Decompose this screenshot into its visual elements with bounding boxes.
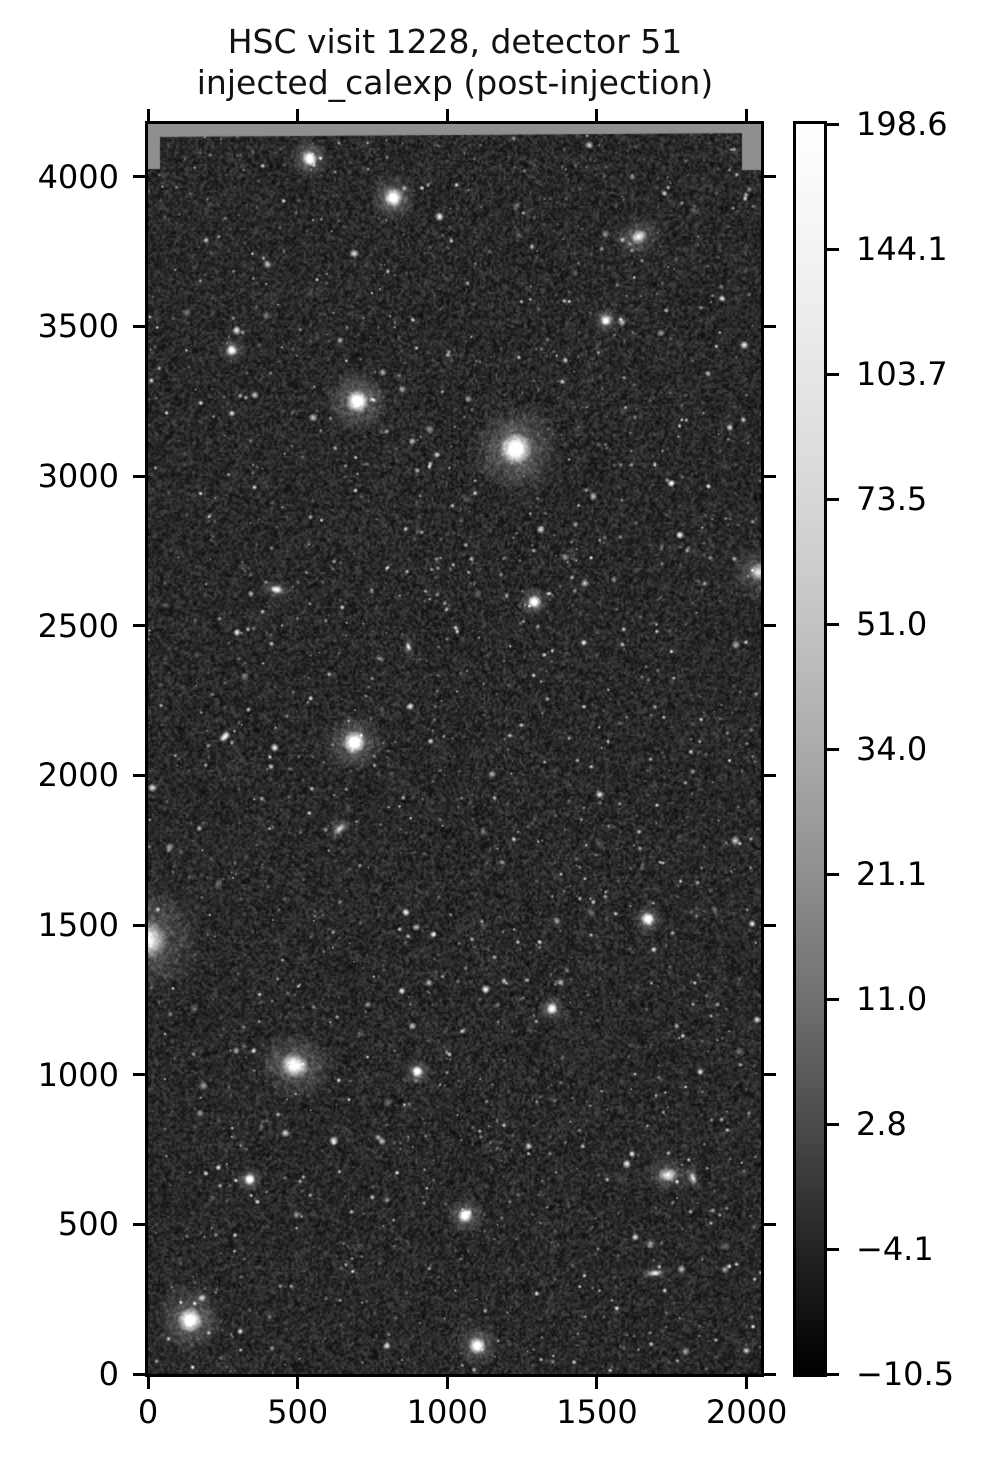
y-tick-label: 3500 <box>37 307 119 346</box>
y-tick-mark-right <box>764 1222 776 1226</box>
y-tick-mark-left <box>133 1222 145 1226</box>
colorbar-tick-label: 11.0 <box>856 980 928 1018</box>
colorbar-tick-label: 21.1 <box>856 855 928 893</box>
y-tick-label: 3000 <box>37 457 119 495</box>
x-tick-mark-bottom <box>745 1377 749 1389</box>
colorbar-tick-label: 51.0 <box>856 605 928 643</box>
figure-title-line1: HSC visit 1228, detector 51 <box>227 22 683 61</box>
y-tick-mark-left <box>133 324 145 328</box>
y-tick-label: 4000 <box>37 157 119 196</box>
star-field-image <box>148 124 761 1374</box>
main-axes <box>145 121 764 1377</box>
y-tick-mark-right <box>764 324 776 328</box>
x-tick-mark-bottom <box>146 1377 150 1389</box>
x-tick-mark-bottom <box>595 1377 599 1389</box>
y-tick-mark-right <box>764 624 776 628</box>
colorbar-tick-label: 144.1 <box>856 230 948 268</box>
colorbar-tick-mark <box>827 872 839 876</box>
x-tick-mark-top <box>745 109 749 121</box>
colorbar-tick-mark <box>827 497 839 501</box>
y-tick-mark-left <box>133 1372 145 1376</box>
figure-title-line2: injected_calexp (post-injection) <box>196 63 714 102</box>
colorbar-tick-label: −4.1 <box>856 1230 934 1268</box>
colorbar-tick-mark <box>827 1372 839 1376</box>
colorbar-tick-label: −10.5 <box>856 1355 955 1393</box>
colorbar-tick-mark <box>827 1122 839 1126</box>
colorbar-tick-label: 2.8 <box>856 1105 907 1143</box>
x-tick-mark-top <box>595 109 599 121</box>
y-tick-mark-left <box>133 624 145 628</box>
colorbar <box>793 121 827 1377</box>
x-tick-label: 2000 <box>705 1393 788 1431</box>
y-tick-label: 2000 <box>37 756 119 795</box>
y-tick-mark-left <box>133 1073 145 1077</box>
x-tick-label: 0 <box>137 1393 159 1431</box>
y-tick-label: 1500 <box>37 906 119 944</box>
x-tick-label: 1500 <box>556 1393 638 1431</box>
colorbar-tick-label: 103.7 <box>856 355 948 393</box>
colorbar-tick-mark <box>827 622 839 626</box>
y-tick-mark-left <box>133 773 145 777</box>
x-tick-mark-bottom <box>296 1377 300 1389</box>
colorbar-tick-mark <box>827 247 839 251</box>
x-tick-mark-top <box>146 109 150 121</box>
y-tick-label: 2500 <box>37 606 119 645</box>
colorbar-tick-mark <box>827 122 839 126</box>
x-tick-label: 500 <box>267 1393 329 1431</box>
y-tick-label: 1000 <box>37 1055 119 1094</box>
colorbar-tick-label: 34.0 <box>856 730 928 768</box>
y-tick-mark-right <box>764 773 776 777</box>
y-tick-mark-right <box>764 923 776 927</box>
x-tick-mark-top <box>445 109 449 121</box>
colorbar-tick-mark <box>827 997 839 1001</box>
y-tick-mark-left <box>133 923 145 927</box>
y-tick-mark-left <box>133 175 145 179</box>
x-tick-mark-top <box>296 109 300 121</box>
colorbar-tick-mark <box>827 372 839 376</box>
x-tick-mark-bottom <box>445 1377 449 1389</box>
colorbar-tick-label: 198.6 <box>856 105 948 143</box>
colorbar-tick-mark <box>827 1247 839 1251</box>
colorbar-tick-mark <box>827 747 839 751</box>
y-tick-label: 0 <box>98 1355 119 1393</box>
colorbar-tick-label: 73.5 <box>856 480 928 518</box>
y-tick-mark-left <box>133 474 145 478</box>
x-tick-label: 1000 <box>406 1393 489 1431</box>
y-tick-mark-right <box>764 1372 776 1376</box>
y-tick-label: 500 <box>57 1205 119 1244</box>
y-tick-mark-right <box>764 474 776 478</box>
y-tick-mark-right <box>764 175 776 179</box>
y-tick-mark-right <box>764 1073 776 1077</box>
figure-title: HSC visit 1228, detector 51 injected_cal… <box>100 21 810 103</box>
